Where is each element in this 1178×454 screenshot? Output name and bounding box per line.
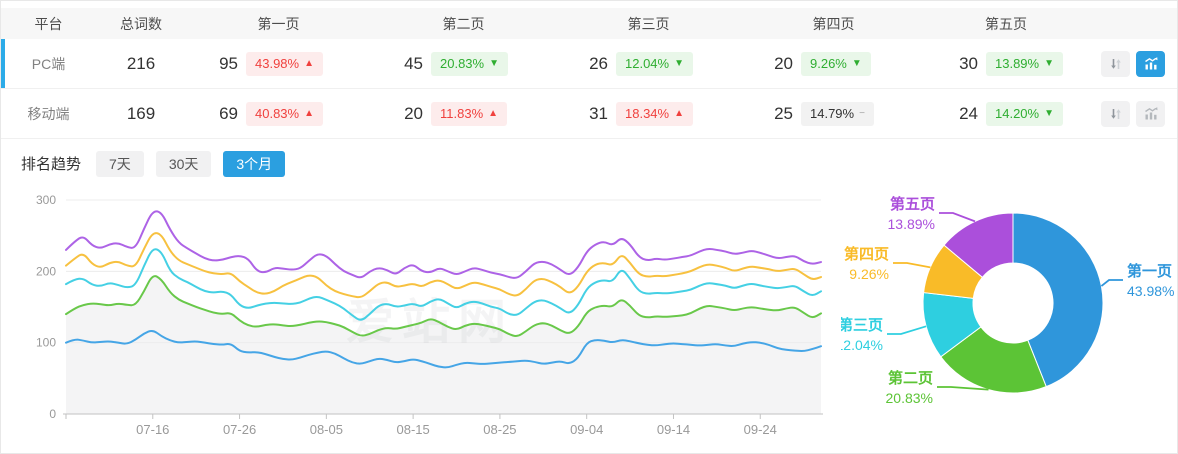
- svg-text:09-04: 09-04: [570, 422, 603, 437]
- trend-arrow-icon: ▼: [1044, 57, 1054, 69]
- platform-name: PC端: [31, 55, 66, 72]
- donut-label-percent: 13.89%: [888, 216, 935, 232]
- change-badge: 9.26% ▼: [801, 51, 871, 76]
- platform-rank-table: 平台 总词数 第一页 第二页 第三页 第四页 第五页 PC端 216 95 43…: [1, 1, 1177, 139]
- donut-slice-第二页: [940, 326, 1047, 394]
- trend-arrow-icon: ▲: [304, 107, 314, 119]
- trend-chart-button[interactable]: [1136, 100, 1165, 127]
- platform-name: 移动端: [27, 105, 70, 122]
- rank-trend-toolbar: 排名趋势 7天 30天 3个月: [1, 139, 1177, 188]
- change-badge: 43.98% ▲: [246, 51, 323, 76]
- table-header: 平台 总词数 第一页 第二页 第三页 第四页 第五页: [1, 8, 1177, 39]
- col-header-page-4: 第四页: [812, 15, 855, 32]
- svg-text:08-15: 08-15: [397, 422, 430, 437]
- svg-text:07-26: 07-26: [223, 422, 256, 437]
- donut-slice-第五页: [943, 212, 1014, 278]
- change-badge: 13.89% ▼: [986, 51, 1063, 76]
- page-count: 95: [219, 53, 238, 73]
- page-count: 45: [404, 53, 423, 73]
- page-distribution-donut-chart[interactable]: 第一页 43.98% 第二页 20.83% 第三页 12.04% 第四页 9.26% 第五页 13…: [841, 188, 1178, 453]
- donut-label-percent: 20.83%: [886, 390, 933, 406]
- rank-trend-title: 排名趋势: [21, 156, 82, 173]
- total-words-value: 216: [126, 53, 156, 73]
- donut-label-name: 第四页: [844, 245, 889, 263]
- trend-arrow-icon: ▼: [1044, 107, 1054, 119]
- sort-arrows-icon: [1110, 108, 1121, 119]
- trend-arrow-icon: ▲: [304, 57, 314, 69]
- change-badge: 18.34% ▲: [616, 101, 693, 126]
- change-badge: 14.79% −: [801, 101, 874, 126]
- table-row-pc[interactable]: PC端 216 95 43.98% ▲ 45 20.83% ▼ 26 12.04% ▼…: [1, 39, 1177, 89]
- svg-text:09-14: 09-14: [657, 422, 690, 437]
- col-header-page-5: 第五页: [985, 15, 1027, 32]
- page-count: 26: [589, 53, 608, 73]
- donut-label-percent: 9.26%: [849, 266, 889, 282]
- page-count: 20: [404, 103, 423, 123]
- donut-label-name: 第五页: [890, 195, 935, 213]
- svg-text:07-16: 07-16: [136, 422, 169, 437]
- page-count: 20: [774, 53, 793, 73]
- page-count: 25: [774, 103, 793, 123]
- watermark: 爱站网: [346, 296, 514, 349]
- svg-text:0: 0: [49, 407, 56, 421]
- donut-label-percent: 12.04%: [841, 337, 883, 353]
- sort-arrows-icon: [1110, 58, 1121, 69]
- svg-text:08-25: 08-25: [483, 422, 516, 437]
- svg-text:08-05: 08-05: [310, 422, 343, 437]
- table-row-mobile[interactable]: 移动端 169 69 40.83% ▲ 20 11.83% ▲ 31 18.34% ▲…: [1, 89, 1177, 139]
- change-badge: 12.04% ▼: [616, 51, 693, 76]
- tab-30-days[interactable]: 30天: [155, 150, 212, 177]
- trend-arrow-icon: ▼: [674, 57, 684, 69]
- svg-text:100: 100: [36, 336, 56, 350]
- tab-7-days[interactable]: 7天: [96, 150, 144, 177]
- trend-arrow-icon: −: [859, 107, 865, 119]
- change-badge: 11.83% ▲: [431, 101, 508, 126]
- col-header-platform: 平台: [34, 15, 63, 32]
- col-header-total-words: 总词数: [120, 15, 162, 32]
- trend-chart-icon: [1144, 106, 1157, 119]
- trend-chart-icon: [1144, 56, 1157, 69]
- trend-arrow-icon: ▼: [489, 57, 499, 69]
- sort-button[interactable]: [1101, 50, 1130, 77]
- change-badge: 14.20% ▼: [986, 101, 1063, 126]
- page-count: 30: [959, 53, 978, 73]
- tab-3-months[interactable]: 3个月: [223, 150, 286, 177]
- page-count: 31: [589, 103, 608, 123]
- trend-chart-button[interactable]: [1136, 50, 1165, 77]
- donut-slice-第一页: [1012, 212, 1104, 388]
- donut-label-name: 第一页: [1127, 262, 1172, 280]
- svg-text:300: 300: [36, 193, 56, 207]
- charts-area: 0 100 200 300 07-16 07-26 08-05 08-15 08-25 09-04…: [1, 188, 1177, 453]
- page-count: 24: [959, 103, 978, 123]
- donut-label-name: 第二页: [888, 369, 933, 387]
- svg-text:200: 200: [36, 264, 56, 278]
- total-words-value: 169: [126, 103, 156, 123]
- donut-label-name: 第三页: [841, 316, 883, 334]
- col-header-page-3: 第三页: [627, 15, 670, 32]
- donut-label-percent: 43.98%: [1127, 283, 1174, 299]
- svg-text:09-24: 09-24: [744, 422, 777, 437]
- trend-arrow-icon: ▲: [674, 107, 684, 119]
- trend-arrow-icon: ▼: [851, 57, 862, 69]
- sort-button[interactable]: [1101, 100, 1130, 127]
- change-badge: 20.83% ▼: [431, 51, 508, 76]
- col-header-page-1: 第一页: [257, 15, 300, 32]
- page-count: 69: [219, 103, 238, 123]
- rank-trend-line-chart[interactable]: 0 100 200 300 07-16 07-26 08-05 08-15 08-25 09-04…: [1, 188, 841, 453]
- change-badge: 40.83% ▲: [246, 101, 323, 126]
- col-header-page-2: 第二页: [442, 15, 485, 32]
- trend-arrow-icon: ▲: [488, 107, 499, 119]
